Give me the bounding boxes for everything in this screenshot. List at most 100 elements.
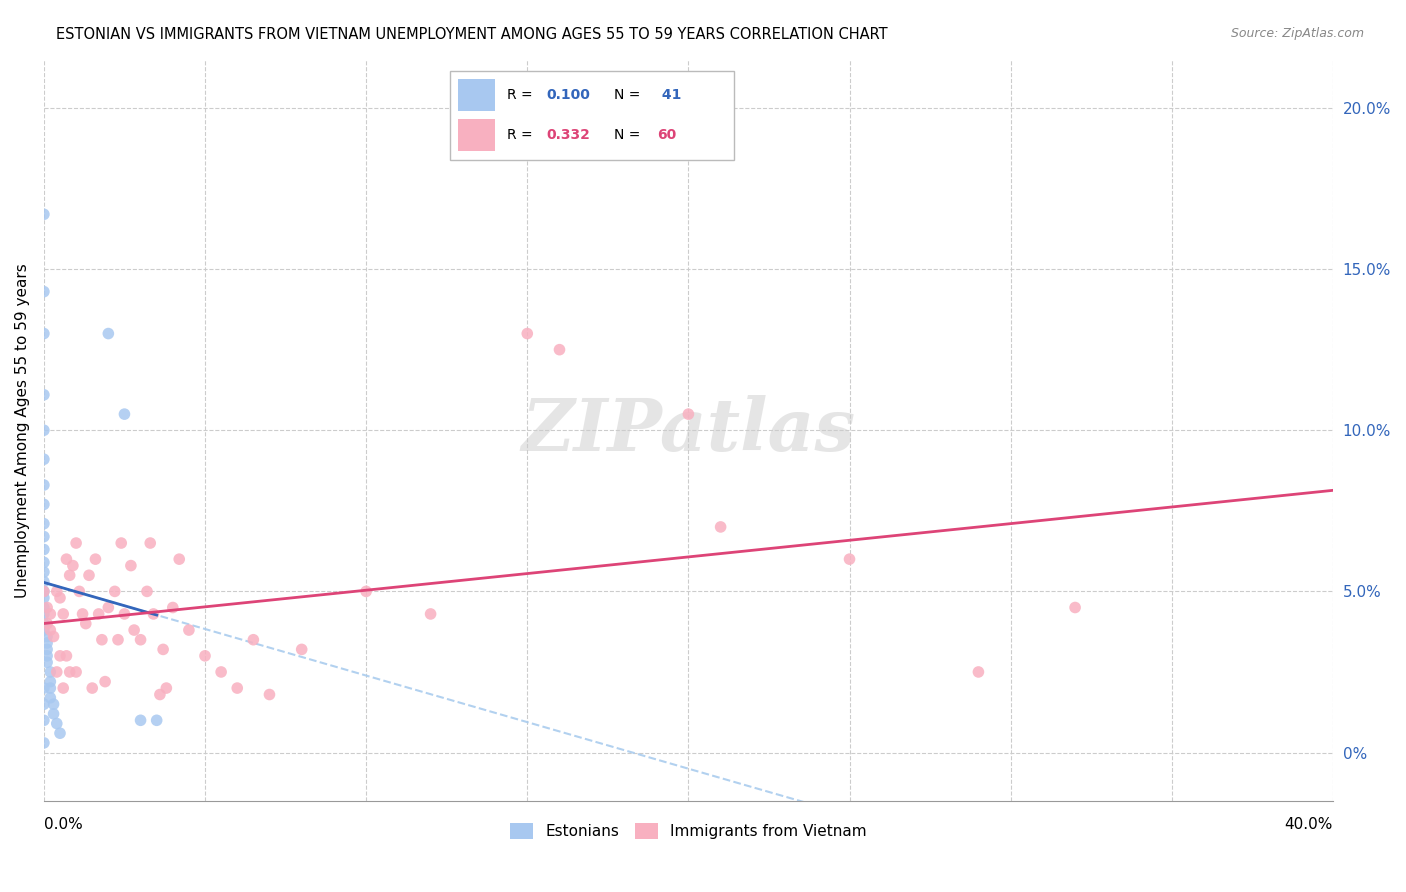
Point (39, 690, 62, 705)
Point (90, 632, 112, 647)
Point (32, 478, 55, 492)
Point (55, 648, 77, 663)
Point (55, 552, 77, 566)
Point (32, 584, 55, 599)
Point (142, 607, 165, 621)
Point (32, 326, 55, 341)
Point (32, 565, 55, 579)
Point (32, 607, 55, 621)
Point (45, 716, 67, 731)
Point (114, 407, 136, 421)
Point (516, 326, 538, 341)
Point (678, 407, 700, 421)
Point (120, 558, 142, 573)
Point (129, 714, 152, 728)
Point (32, 736, 55, 750)
Point (32, 285, 55, 299)
Point (39, 623, 62, 637)
Point (32, 584, 55, 599)
Point (129, 632, 152, 647)
Point (65, 536, 87, 550)
Point (39, 674, 62, 689)
Point (32, 591, 55, 605)
Point (967, 665, 990, 679)
Point (32, 530, 55, 544)
Point (37, 630, 59, 644)
Point (39, 607, 62, 621)
Point (177, 623, 200, 637)
Point (110, 536, 132, 550)
Point (42, 706, 65, 721)
Point (548, 343, 571, 357)
Text: ZIPatlas: ZIPatlas (522, 395, 855, 466)
Text: 40.0%: 40.0% (1285, 817, 1333, 832)
Point (67, 584, 90, 599)
Point (104, 584, 127, 599)
Point (122, 623, 145, 637)
Point (32, 497, 55, 511)
Point (97, 600, 120, 615)
Point (354, 584, 377, 599)
Point (62, 558, 84, 573)
Point (838, 552, 860, 566)
Point (149, 688, 172, 702)
Point (75, 616, 97, 631)
Point (77, 568, 100, 582)
Point (49, 648, 72, 663)
Point (32, 452, 55, 467)
Point (32, 616, 55, 631)
Point (32, 423, 55, 437)
Point (194, 648, 217, 663)
Point (136, 584, 159, 599)
Point (32, 574, 55, 589)
Point (97, 326, 120, 341)
Point (1064, 600, 1087, 615)
Point (37, 600, 59, 615)
Text: ESTONIAN VS IMMIGRANTS FROM VIETNAM UNEMPLOYMENT AMONG AGES 55 TO 59 YEARS CORRE: ESTONIAN VS IMMIGRANTS FROM VIETNAM UNEM… (56, 27, 887, 42)
Text: 0.0%: 0.0% (44, 817, 83, 832)
Point (32, 388, 55, 402)
Point (259, 688, 281, 702)
Point (32, 681, 55, 695)
Point (242, 632, 264, 647)
Point (37, 655, 59, 669)
Point (87, 607, 110, 621)
Point (45, 584, 67, 599)
Point (32, 714, 55, 728)
Point (32, 516, 55, 531)
Point (226, 681, 249, 695)
Point (94, 674, 117, 689)
Legend: Estonians, Immigrants from Vietnam: Estonians, Immigrants from Vietnam (505, 817, 873, 845)
Point (32, 623, 55, 637)
Point (37, 648, 59, 663)
Point (107, 632, 129, 647)
Point (32, 697, 55, 711)
Point (419, 607, 441, 621)
Point (59, 568, 82, 582)
Point (710, 520, 733, 534)
Point (152, 642, 174, 657)
Point (37, 642, 59, 657)
Point (45, 665, 67, 679)
Point (209, 665, 232, 679)
Point (65, 665, 87, 679)
Text: Source: ZipAtlas.com: Source: ZipAtlas.com (1230, 27, 1364, 40)
Point (32, 207, 55, 221)
Point (52, 681, 75, 695)
Point (52, 607, 75, 621)
Y-axis label: Unemployment Among Ages 55 to 59 years: Unemployment Among Ages 55 to 59 years (15, 263, 30, 598)
Point (37, 616, 59, 631)
Point (84, 552, 107, 566)
Point (59, 665, 82, 679)
Point (37, 636, 59, 650)
Point (139, 536, 162, 550)
Point (155, 681, 177, 695)
Point (291, 642, 314, 657)
Point (49, 591, 72, 605)
Point (39, 665, 62, 679)
Point (82, 681, 104, 695)
Point (114, 607, 136, 621)
Point (32, 600, 55, 615)
Point (42, 630, 65, 644)
Point (32, 555, 55, 569)
